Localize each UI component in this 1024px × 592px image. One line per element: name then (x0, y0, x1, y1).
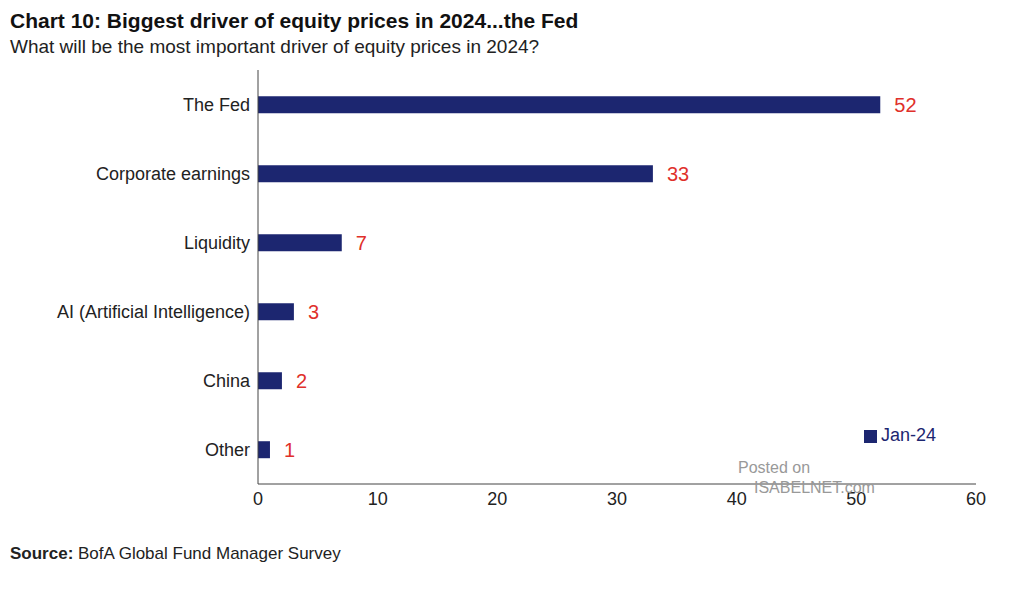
svg-text:0: 0 (253, 489, 263, 509)
svg-text:AI (Artificial Intelligence): AI (Artificial Intelligence) (57, 302, 250, 322)
svg-text:Other: Other (205, 440, 250, 460)
svg-text:1: 1 (284, 439, 295, 461)
svg-text:33: 33 (667, 163, 689, 185)
svg-text:Corporate earnings: Corporate earnings (96, 164, 250, 184)
svg-text:30: 30 (607, 489, 627, 509)
svg-text:Liquidity: Liquidity (184, 233, 250, 253)
svg-text:50: 50 (846, 489, 866, 509)
svg-text:3: 3 (308, 301, 319, 323)
svg-text:7: 7 (356, 232, 367, 254)
svg-text:60: 60 (966, 489, 986, 509)
svg-text:52: 52 (894, 94, 916, 116)
svg-text:China: China (203, 371, 251, 391)
svg-text:The Fed: The Fed (183, 95, 250, 115)
svg-text:2: 2 (296, 370, 307, 392)
svg-text:10: 10 (368, 489, 388, 509)
svg-text:20: 20 (487, 489, 507, 509)
svg-text:40: 40 (727, 489, 747, 509)
